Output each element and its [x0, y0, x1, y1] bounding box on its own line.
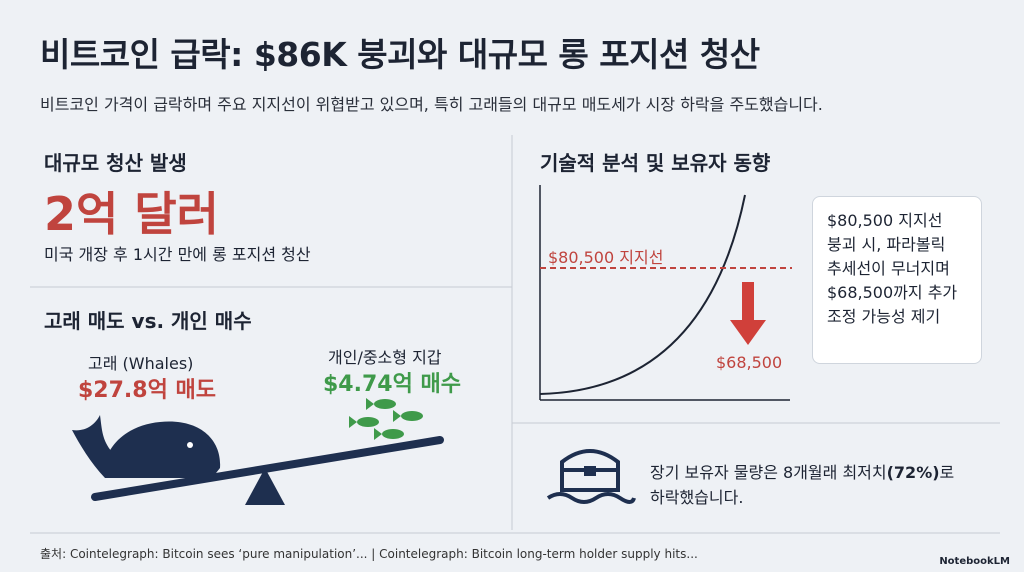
whale-label: 고래 (Whales) [88, 354, 194, 373]
note-line: $80,500 지지선 [827, 211, 943, 230]
target-label: $68,500 [716, 353, 783, 372]
section-heading: 고래 매도 vs. 개인 매수 [44, 309, 252, 333]
liquidation-description: 미국 개장 후 1시간 만에 롱 포지션 청산 [44, 245, 311, 264]
parabolic-curve [539, 194, 746, 395]
seesaw-plank [91, 436, 444, 501]
subtitle: 비트코인 가격이 급락하며 주요 지지선이 위협받고 있으며, 특히 고래들의 … [40, 95, 823, 114]
chest-lock [584, 466, 596, 476]
retail-label: 개인/중소형 지갑 [328, 348, 442, 367]
whale-icon [72, 415, 221, 478]
note-line: 붕괴 시, 파라볼릭 [827, 235, 946, 254]
fulcrum [245, 468, 285, 505]
liquidation-amount: 2억 달러 [44, 187, 219, 241]
support-label: $80,500 지지선 [548, 248, 664, 267]
section-heading: 대규모 청산 발생 [44, 151, 187, 175]
note-line: 추세선이 무너지며 [827, 259, 950, 278]
fish-icons [349, 398, 423, 440]
source: 출처: Cointelegraph: Bitcoin sees ‘pure ma… [40, 547, 698, 561]
note-line: 조정 가능성 제기 [827, 307, 941, 326]
whale-eye [187, 442, 193, 448]
title: 비트코인 급락: $86K 붕괴와 대규모 롱 포지션 청산 [40, 35, 760, 74]
note-line: $68,500까지 추가 [827, 283, 958, 302]
holders-percent: (72%) [886, 463, 940, 482]
retail-value: $4.74억 매수 [323, 372, 461, 397]
down-arrow [730, 282, 766, 345]
holders-line: 장기 보유자 물량은 8개월래 최저치(72%)로 [650, 459, 954, 483]
brand: NotebookLM [939, 556, 1010, 567]
holders-text: 장기 보유자 물량은 8개월래 최저치 [650, 463, 887, 482]
holders-text: 로 [939, 463, 955, 482]
chest-icon [546, 449, 636, 504]
section-heading: 기술적 분석 및 보유자 동향 [540, 151, 771, 175]
whale-value: $27.8억 매도 [78, 378, 216, 403]
holders-line: 하락했습니다. [650, 488, 744, 507]
